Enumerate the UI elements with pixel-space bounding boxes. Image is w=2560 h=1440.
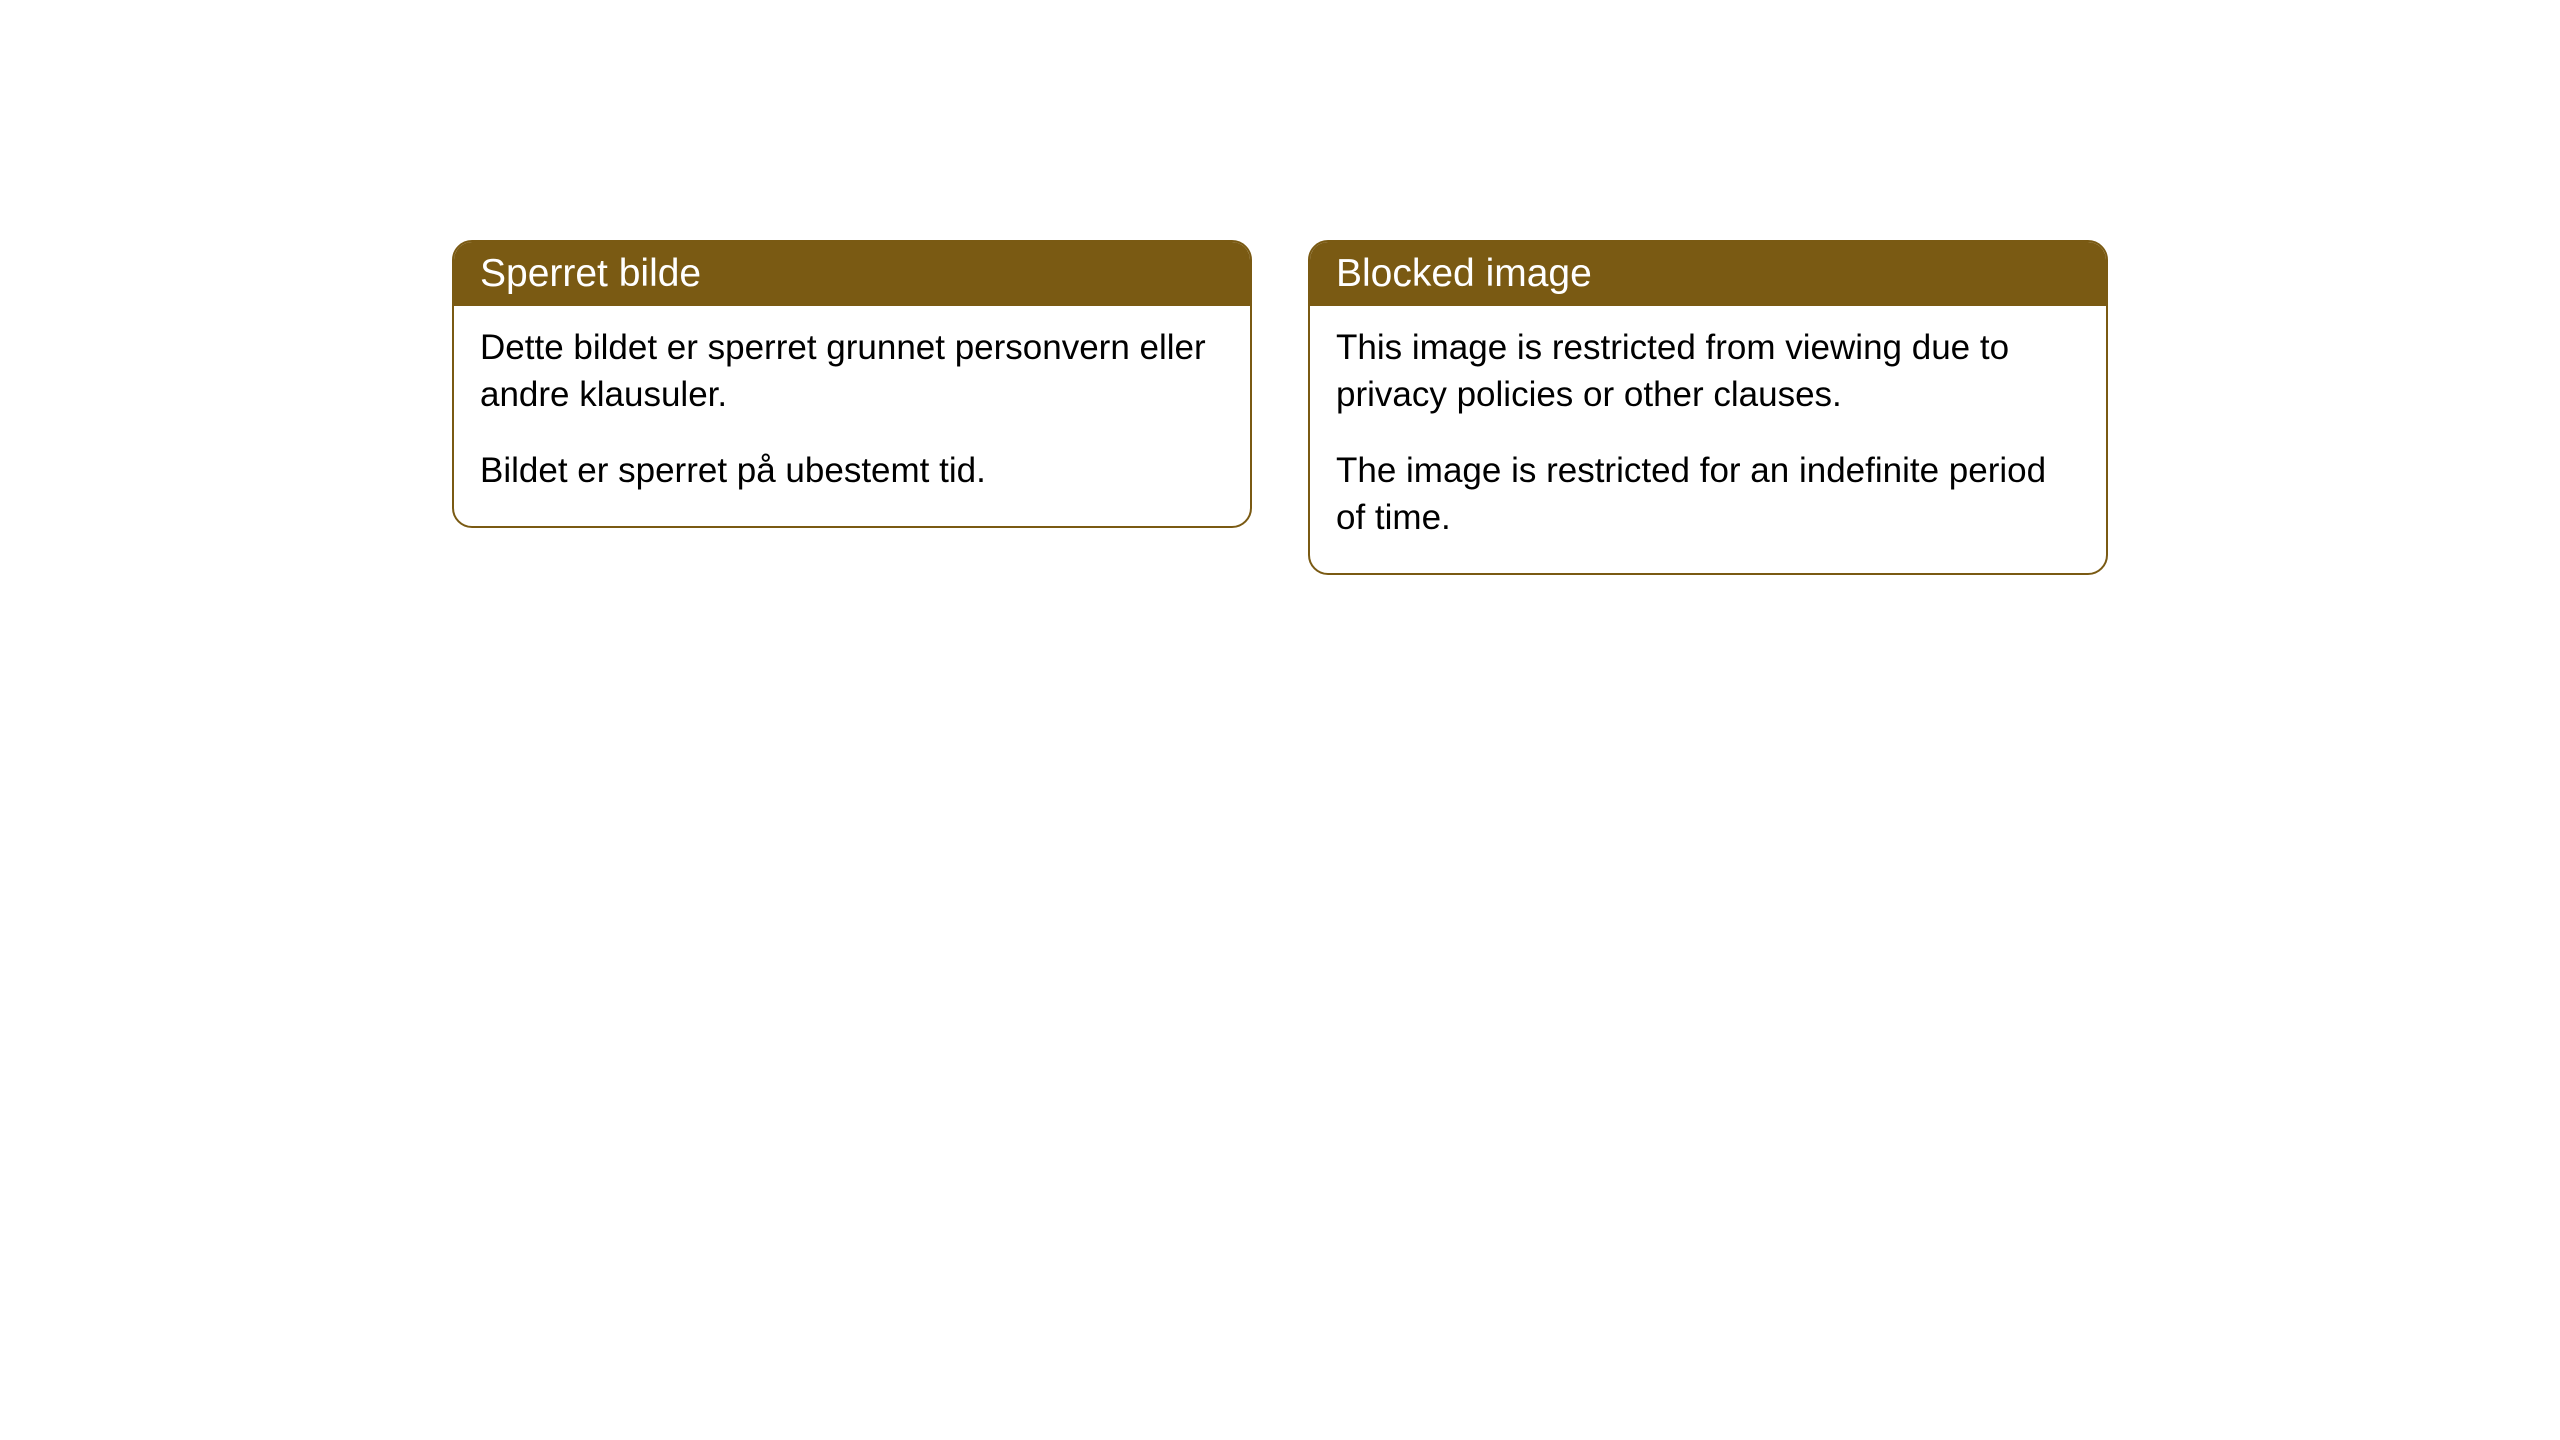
notice-body-norwegian: Dette bildet er sperret grunnet personve… (454, 306, 1250, 526)
notice-card-english: Blocked image This image is restricted f… (1308, 240, 2108, 575)
notice-title-norwegian: Sperret bilde (480, 252, 701, 295)
notice-container: Sperret bilde Dette bildet er sperret gr… (452, 240, 2108, 1440)
notice-paragraph-2-norwegian: Bildet er sperret på ubestemt tid. (480, 447, 1224, 494)
notice-paragraph-1-norwegian: Dette bildet er sperret grunnet personve… (480, 324, 1224, 419)
notice-paragraph-2-english: The image is restricted for an indefinit… (1336, 447, 2080, 542)
notice-header-english: Blocked image (1310, 242, 2106, 306)
notice-title-english: Blocked image (1336, 252, 1592, 295)
notice-body-english: This image is restricted from viewing du… (1310, 306, 2106, 573)
notice-card-norwegian: Sperret bilde Dette bildet er sperret gr… (452, 240, 1252, 528)
notice-header-norwegian: Sperret bilde (454, 242, 1250, 306)
notice-paragraph-1-english: This image is restricted from viewing du… (1336, 324, 2080, 419)
